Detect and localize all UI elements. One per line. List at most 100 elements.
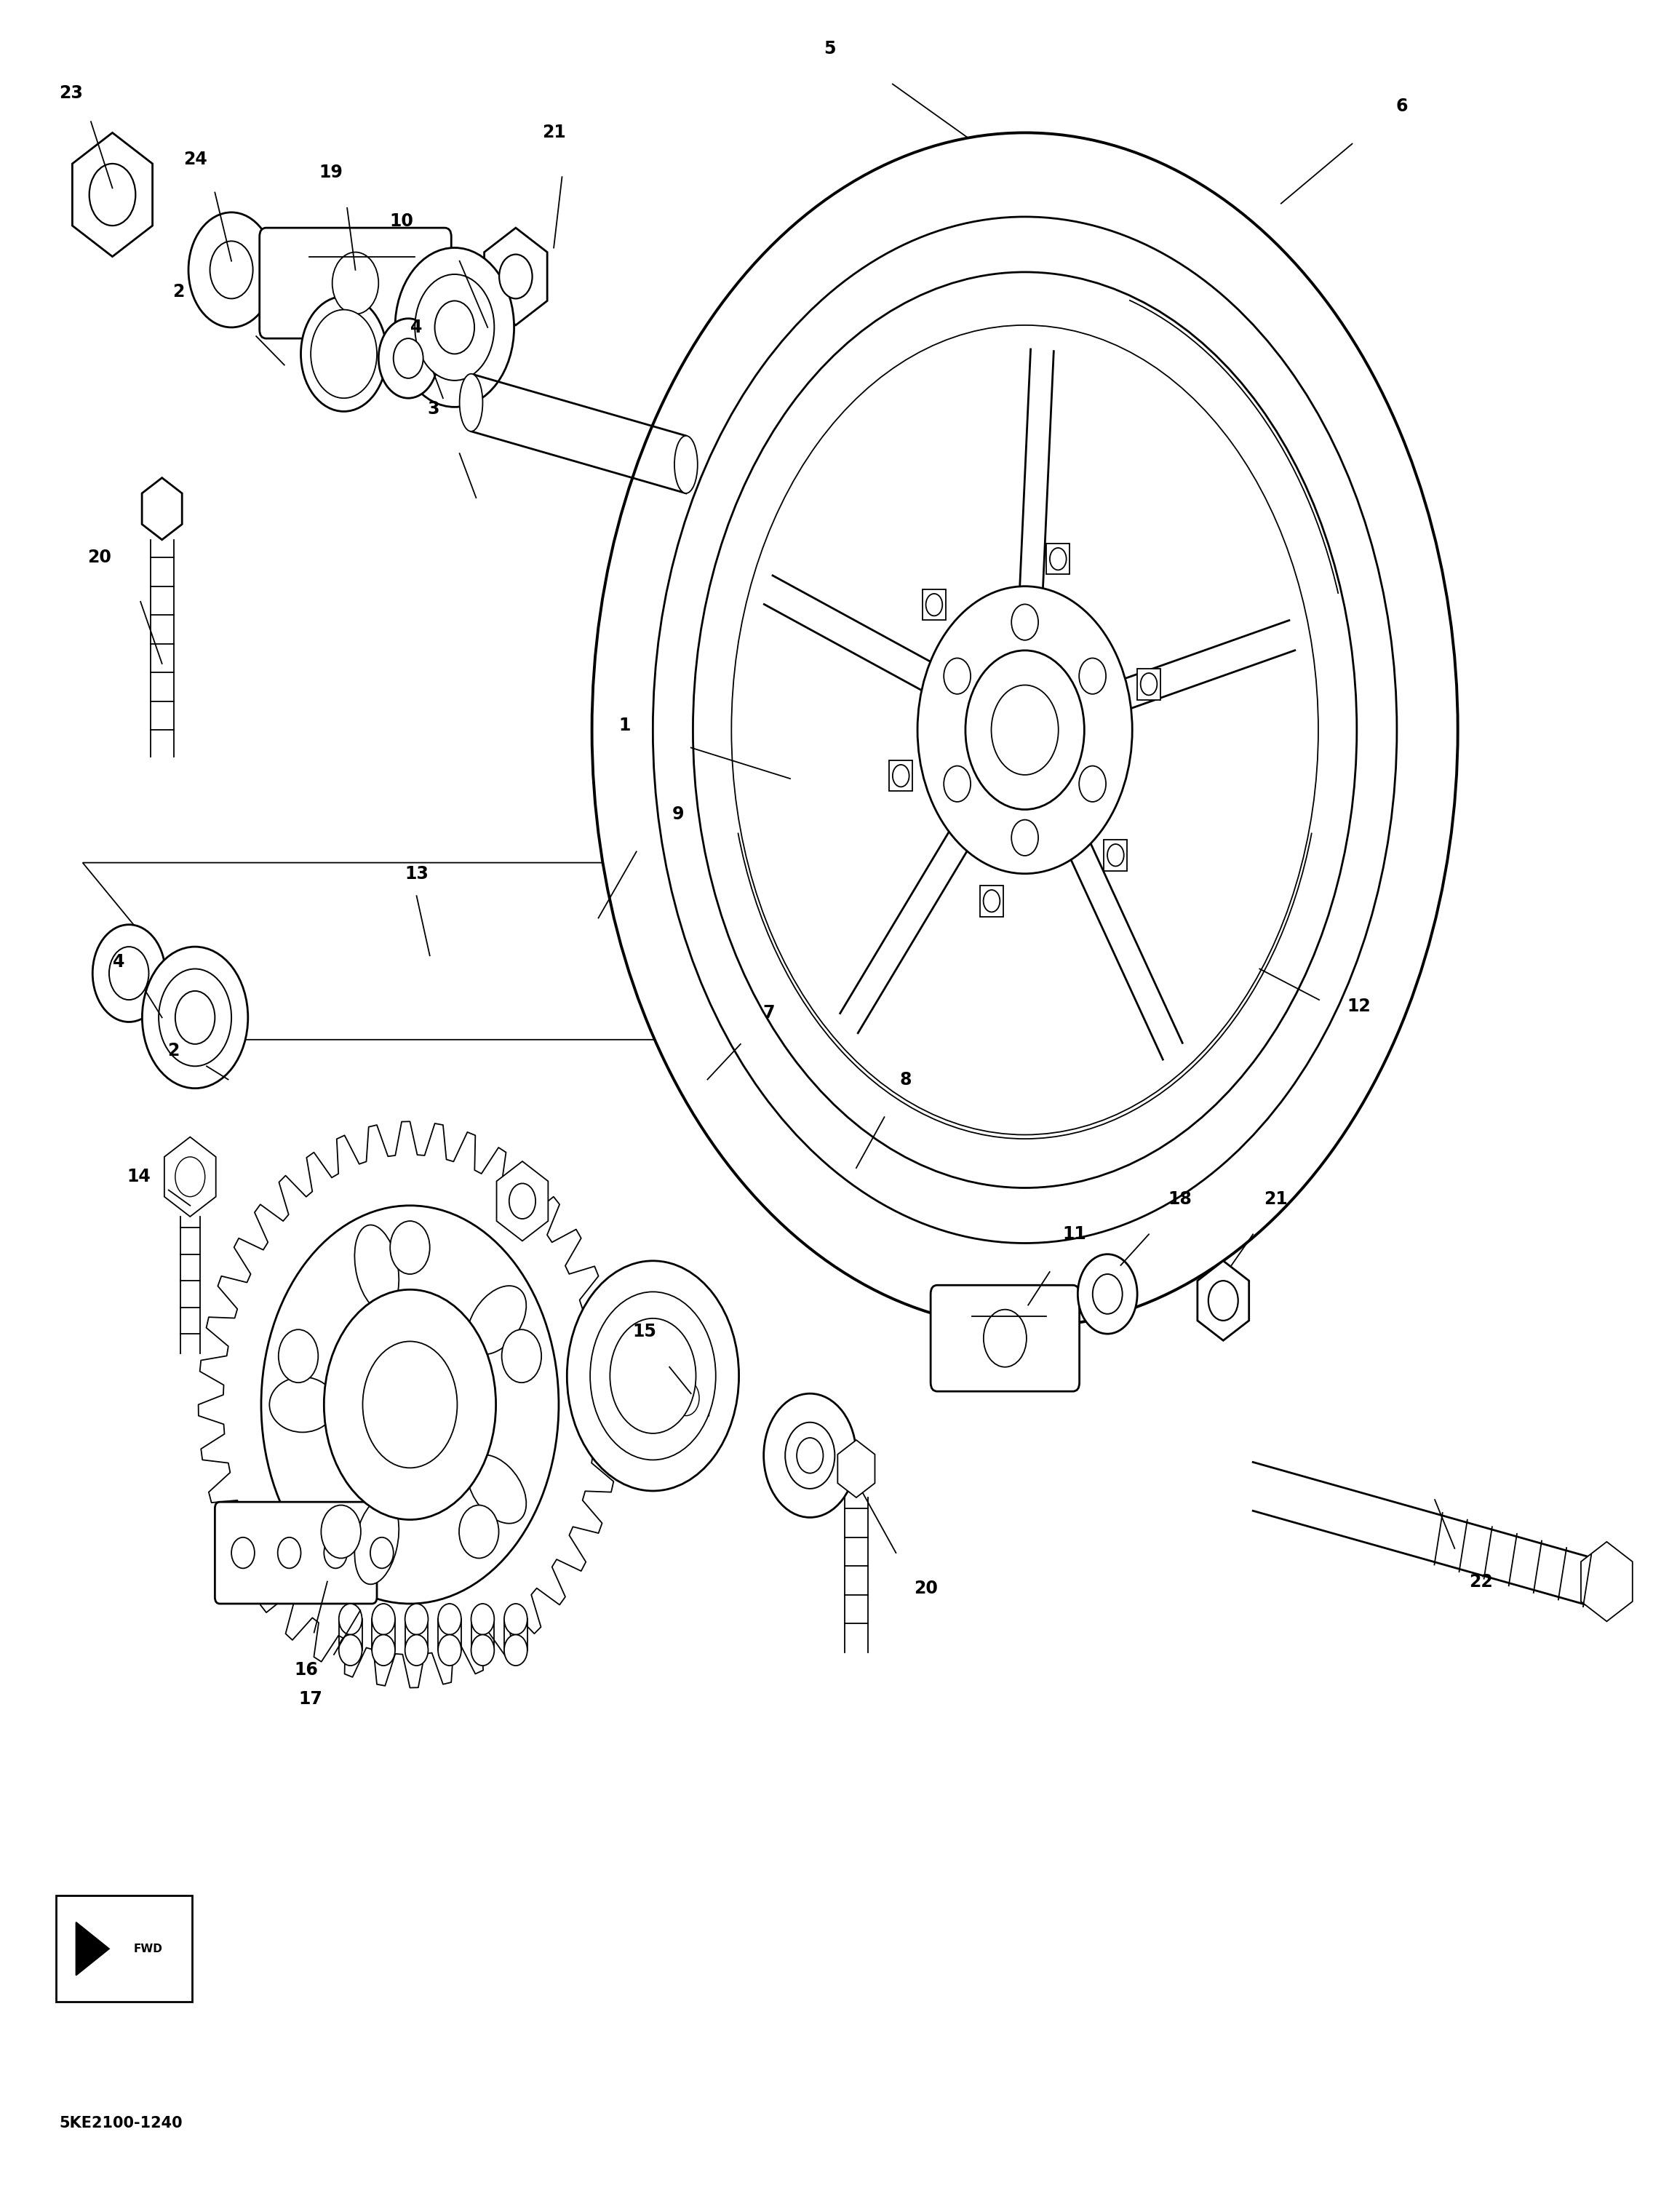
- Polygon shape: [142, 478, 182, 540]
- Bar: [889, 761, 912, 792]
- Circle shape: [438, 1604, 461, 1635]
- Circle shape: [785, 1422, 835, 1489]
- Polygon shape: [1580, 1542, 1633, 1621]
- Circle shape: [393, 338, 423, 378]
- FancyBboxPatch shape: [260, 228, 451, 338]
- Circle shape: [372, 1635, 395, 1666]
- Circle shape: [159, 969, 231, 1066]
- Circle shape: [471, 1604, 494, 1635]
- Circle shape: [339, 1604, 362, 1635]
- Text: 2: 2: [172, 283, 185, 301]
- FancyBboxPatch shape: [215, 1502, 377, 1604]
- Circle shape: [322, 325, 365, 383]
- Circle shape: [332, 252, 379, 314]
- Circle shape: [175, 991, 215, 1044]
- Circle shape: [1079, 765, 1106, 801]
- Circle shape: [435, 301, 474, 354]
- Ellipse shape: [693, 272, 1357, 1188]
- Circle shape: [590, 1292, 716, 1460]
- Bar: [980, 885, 1003, 916]
- Ellipse shape: [355, 1498, 398, 1584]
- Circle shape: [415, 274, 494, 380]
- Circle shape: [261, 1206, 559, 1604]
- Text: 17: 17: [299, 1690, 322, 1708]
- Circle shape: [567, 1261, 739, 1491]
- Text: 5KE2100-1240: 5KE2100-1240: [60, 2117, 183, 2130]
- Text: 14: 14: [127, 1168, 150, 1186]
- Bar: [1046, 544, 1069, 575]
- Circle shape: [965, 650, 1084, 810]
- Circle shape: [992, 686, 1058, 774]
- Circle shape: [673, 1380, 699, 1416]
- Bar: [56, 1896, 192, 2002]
- Polygon shape: [1197, 1261, 1250, 1340]
- Text: 4: 4: [410, 319, 423, 336]
- Text: 9: 9: [671, 805, 684, 823]
- Circle shape: [324, 1290, 496, 1520]
- Circle shape: [504, 1635, 527, 1666]
- Circle shape: [301, 296, 387, 411]
- Ellipse shape: [674, 436, 698, 493]
- Text: 4: 4: [112, 953, 126, 971]
- Circle shape: [339, 1635, 362, 1666]
- Text: 5: 5: [823, 40, 836, 58]
- Circle shape: [944, 765, 970, 801]
- Text: 10: 10: [390, 212, 413, 230]
- Circle shape: [504, 1604, 527, 1635]
- Circle shape: [210, 241, 253, 299]
- Polygon shape: [496, 1161, 549, 1241]
- Circle shape: [944, 659, 970, 695]
- Polygon shape: [484, 228, 547, 325]
- Circle shape: [109, 947, 149, 1000]
- Text: 21: 21: [542, 124, 565, 142]
- Circle shape: [372, 1604, 395, 1635]
- Text: 22: 22: [1470, 1573, 1493, 1590]
- Text: 20: 20: [914, 1579, 937, 1597]
- Text: 20: 20: [88, 549, 111, 566]
- Circle shape: [379, 319, 438, 398]
- Circle shape: [1093, 1274, 1122, 1314]
- Circle shape: [893, 765, 909, 787]
- Circle shape: [370, 1537, 393, 1568]
- Circle shape: [1079, 659, 1106, 695]
- Text: 7: 7: [762, 1004, 775, 1022]
- Text: FWD: FWD: [134, 1944, 164, 1953]
- Polygon shape: [73, 133, 152, 257]
- Circle shape: [321, 1504, 360, 1557]
- Circle shape: [311, 310, 377, 398]
- Circle shape: [142, 947, 248, 1088]
- Circle shape: [175, 1157, 205, 1197]
- Circle shape: [231, 1537, 255, 1568]
- Ellipse shape: [460, 374, 483, 431]
- Circle shape: [984, 1310, 1027, 1367]
- Ellipse shape: [468, 1285, 526, 1354]
- Circle shape: [405, 1604, 428, 1635]
- Circle shape: [984, 889, 1000, 911]
- Circle shape: [438, 1635, 461, 1666]
- Text: 16: 16: [294, 1661, 317, 1679]
- Text: 8: 8: [899, 1071, 912, 1088]
- Ellipse shape: [355, 1225, 398, 1312]
- Polygon shape: [663, 1363, 709, 1433]
- Circle shape: [1012, 821, 1038, 856]
- Circle shape: [610, 1318, 696, 1433]
- Circle shape: [797, 1438, 823, 1473]
- Polygon shape: [76, 1922, 109, 1975]
- Circle shape: [89, 164, 136, 226]
- Circle shape: [1078, 1254, 1137, 1334]
- Circle shape: [390, 1221, 430, 1274]
- Circle shape: [509, 1183, 536, 1219]
- Circle shape: [471, 1635, 494, 1666]
- Text: 13: 13: [405, 865, 428, 883]
- Circle shape: [460, 1504, 499, 1557]
- Circle shape: [1141, 672, 1157, 695]
- Polygon shape: [838, 1440, 874, 1498]
- Polygon shape: [164, 1137, 217, 1217]
- Ellipse shape: [653, 217, 1397, 1243]
- Circle shape: [188, 212, 274, 327]
- Circle shape: [764, 1394, 856, 1517]
- Circle shape: [499, 254, 532, 299]
- Text: 3: 3: [426, 400, 440, 418]
- Bar: [1104, 841, 1127, 872]
- Text: 6: 6: [1395, 97, 1408, 115]
